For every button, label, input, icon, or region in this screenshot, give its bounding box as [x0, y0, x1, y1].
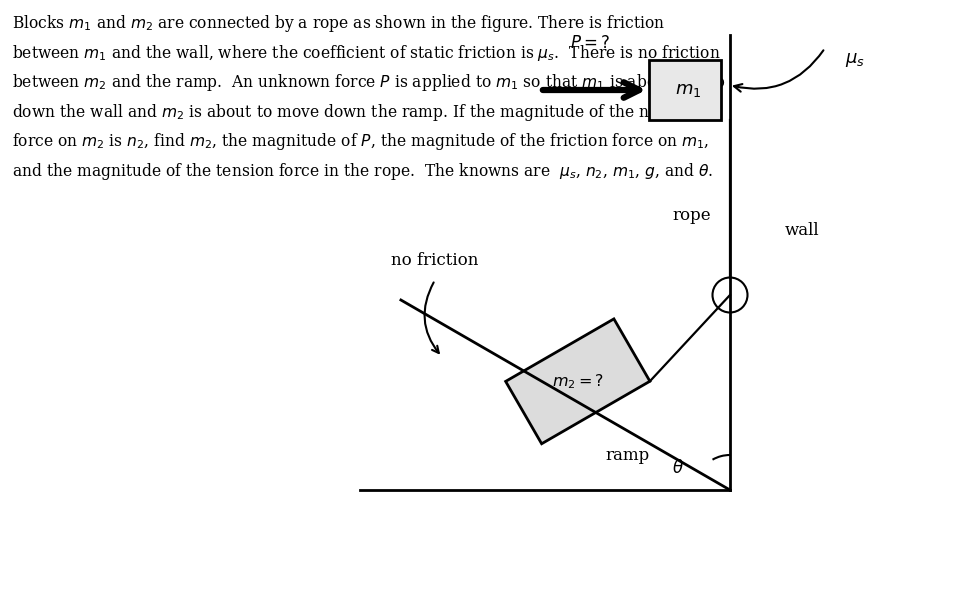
- Text: $m_2 = ?$: $m_2 = ?$: [552, 372, 604, 391]
- Bar: [649, 60, 720, 120]
- Text: down the wall and $m_2$ is about to move down the ramp. If the magnitude of the : down the wall and $m_2$ is about to move…: [12, 101, 695, 122]
- Text: and the magnitude of the tension force in the rope.  The knowns are  $\mu_s$, $n: and the magnitude of the tension force i…: [12, 161, 712, 181]
- Text: force on $m_2$ is $n_2$, find $m_2$, the magnitude of $P$, the magnitude of the : force on $m_2$ is $n_2$, find $m_2$, the…: [12, 131, 708, 152]
- Text: Blocks $m_1$ and $m_2$ are connected by a rope as shown in the figure. There is : Blocks $m_1$ and $m_2$ are connected by …: [12, 13, 665, 34]
- Text: rope: rope: [672, 207, 710, 223]
- Text: $m_1$: $m_1$: [674, 81, 701, 99]
- Text: no friction: no friction: [391, 252, 479, 269]
- Text: between $m_1$ and the wall, where the coefficient of static friction is $\mu_s$.: between $m_1$ and the wall, where the co…: [12, 42, 720, 63]
- Text: ramp: ramp: [604, 447, 649, 464]
- Text: $P = ?$: $P = ?$: [569, 35, 609, 52]
- Text: $\mu_s$: $\mu_s$: [844, 51, 864, 69]
- Text: between $m_2$ and the ramp.  An unknown force $P$ is applied to $m_1$ so that $m: between $m_2$ and the ramp. An unknown f…: [12, 72, 726, 93]
- Text: $\theta$: $\theta$: [672, 459, 683, 477]
- Polygon shape: [505, 319, 650, 444]
- Text: wall: wall: [784, 221, 819, 239]
